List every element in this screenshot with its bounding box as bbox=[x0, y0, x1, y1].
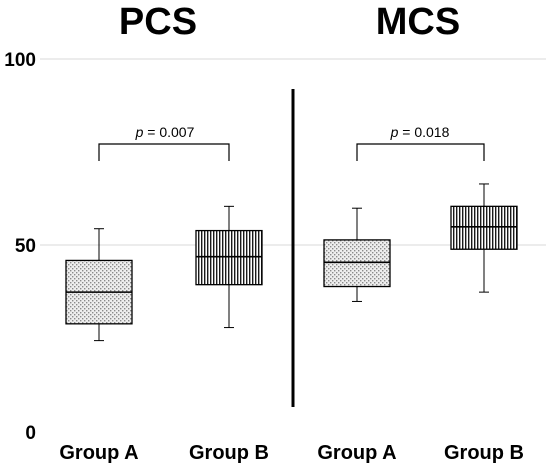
p-value-pcs: = 0.007 bbox=[143, 124, 194, 140]
x-tick-label-mcs-group-a: Group A bbox=[317, 442, 396, 464]
panel-title-pcs: PCS bbox=[119, 1, 197, 43]
box-mcs-group-b bbox=[450, 205, 518, 250]
p-value-mcs: = 0.018 bbox=[398, 124, 449, 140]
y-tick-label-100: 100 bbox=[4, 50, 36, 71]
box-marks bbox=[65, 143, 518, 342]
y-tick-label-0: 0 bbox=[25, 423, 36, 444]
x-tick-label-mcs-group-b: Group B bbox=[444, 442, 524, 464]
significance-bracket-pcs bbox=[98, 143, 230, 161]
box-pcs-group-b bbox=[195, 229, 263, 286]
significance-bracket-mcs bbox=[356, 143, 485, 161]
p-value-label-pcs: p = 0.007 bbox=[135, 124, 195, 140]
x-tick-label-pcs-group-b: Group B bbox=[189, 442, 269, 464]
panel-title-mcs: MCS bbox=[376, 1, 460, 43]
y-tick-label-50: 50 bbox=[15, 236, 36, 257]
box-mcs-group-a bbox=[323, 239, 391, 288]
p-symbol-pcs: p bbox=[135, 124, 144, 140]
p-symbol-mcs: p bbox=[390, 124, 399, 140]
p-value-label-mcs: p = 0.018 bbox=[390, 124, 450, 140]
x-tick-label-pcs-group-a: Group A bbox=[59, 442, 138, 464]
